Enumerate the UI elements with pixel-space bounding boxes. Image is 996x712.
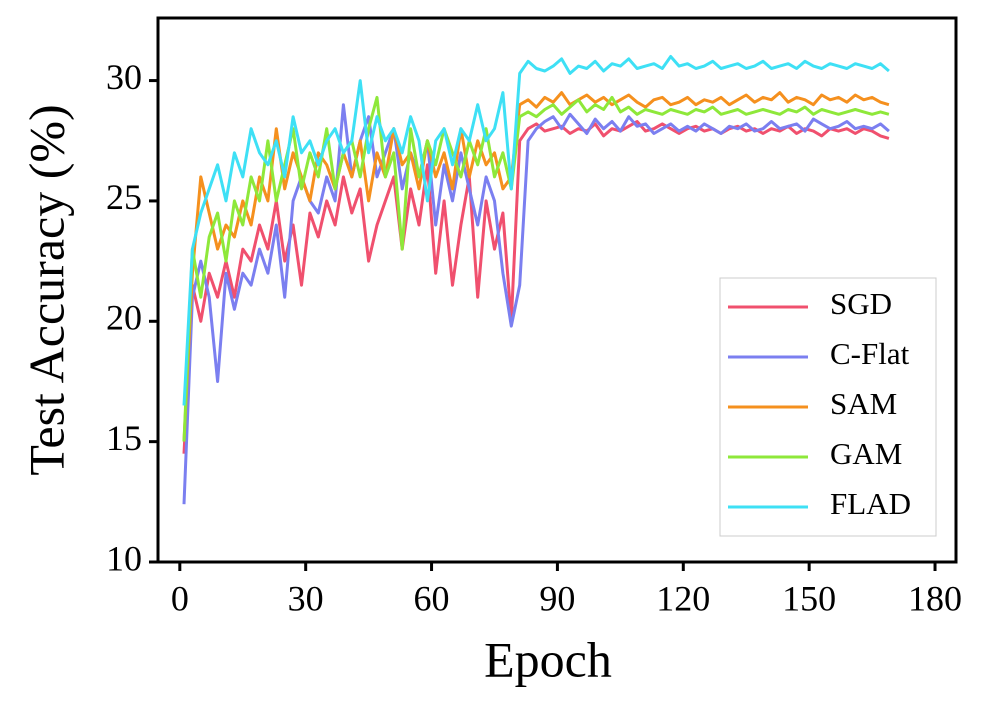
series-line [182,95,890,442]
series-line [182,55,890,406]
y-tick-label: 30 [106,57,142,97]
x-tick-label: 0 [171,578,189,618]
x-tick-label: 180 [908,578,962,618]
plot-frame [156,16,958,564]
y-tick-label: 20 [106,298,142,338]
y-tick-label: 15 [106,418,142,458]
legend-label: SAM [830,386,897,421]
legend-label: C-Flat [830,336,910,371]
x-tick-label: 150 [782,578,836,618]
x-axis-title: Epoch [484,631,612,687]
x-tick-label: 120 [656,578,710,618]
series-line [182,120,890,454]
series-line [182,91,890,442]
legend-label: GAM [830,436,902,471]
x-tick-label: 90 [539,578,575,618]
legend-label: SGD [830,286,892,321]
y-tick-label: 10 [106,538,142,578]
y-tick-label: 25 [106,177,142,217]
legend-label: FLAD [830,486,911,521]
x-tick-label: 60 [414,578,450,618]
y-axis-title: Test Accuracy (%) [18,104,74,475]
x-tick-label: 30 [288,578,324,618]
